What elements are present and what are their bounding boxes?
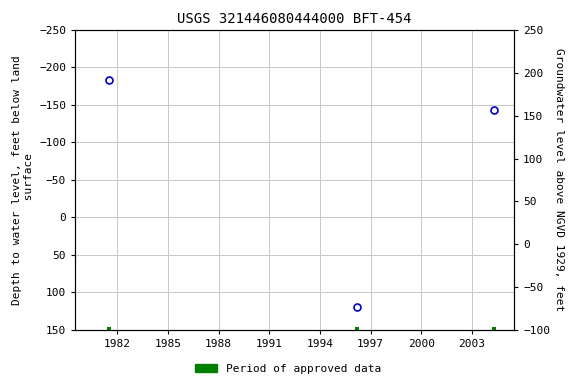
Bar bbox=[107, 327, 111, 329]
Title: USGS 321446080444000 BFT-454: USGS 321446080444000 BFT-454 bbox=[177, 12, 412, 26]
Y-axis label: Groundwater level above NGVD 1929, feet: Groundwater level above NGVD 1929, feet bbox=[554, 48, 564, 311]
Bar bbox=[355, 327, 359, 329]
Legend: Period of approved data: Period of approved data bbox=[191, 359, 385, 379]
Y-axis label: Depth to water level, feet below land
 surface: Depth to water level, feet below land su… bbox=[12, 55, 33, 305]
Bar bbox=[492, 327, 496, 329]
